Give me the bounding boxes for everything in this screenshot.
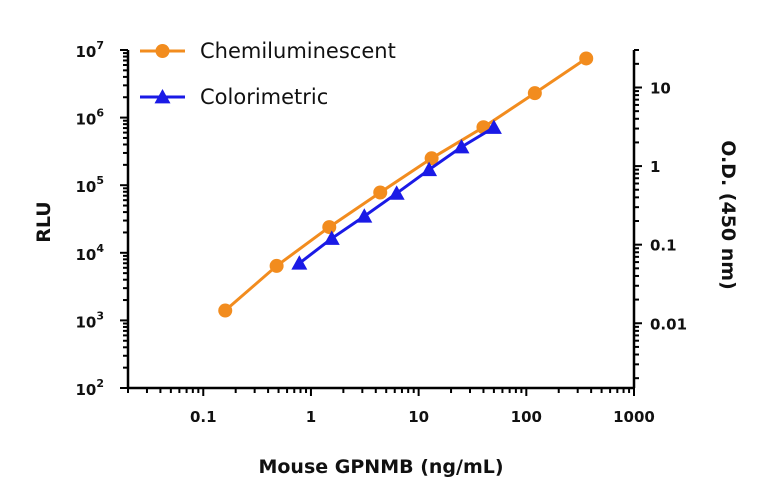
legend-label: Colorimetric (200, 85, 328, 109)
y2-tick-label: 0.1 (650, 237, 677, 255)
data-point-chemiluminescent (269, 258, 284, 273)
y2-tick-label: 0.01 (650, 315, 687, 333)
data-point-chemiluminescent (322, 220, 337, 235)
data-point-chemiluminescent (579, 51, 594, 66)
x-tick-label: 100 (511, 408, 542, 426)
data-point-colorimetric (388, 185, 405, 200)
data-point-colorimetric (485, 119, 502, 134)
data-point-chemiluminescent (218, 303, 233, 318)
series-layer (218, 51, 594, 318)
legend-marker-circle (155, 44, 170, 58)
legend-label: Chemiluminescent (200, 39, 396, 63)
x-tick-label: 1 (306, 408, 316, 426)
y-tick-exponent: 7 (96, 39, 104, 52)
y-tick-label: 107 (75, 39, 104, 61)
data-point-colorimetric (453, 138, 470, 154)
data-point-colorimetric (356, 208, 373, 223)
data-point-chemiluminescent (424, 151, 439, 166)
series-line-chemiluminescent (224, 57, 588, 312)
y-tick-label: 106 (75, 107, 104, 129)
data-point-colorimetric (323, 230, 340, 245)
x-tick-label: 0.1 (190, 408, 217, 426)
y2-axis-title: O.D. (450 nm) (717, 140, 739, 290)
y-tick-exponent: 6 (96, 107, 104, 120)
data-point-colorimetric (291, 255, 308, 270)
y2-tick-label: 1 (650, 158, 660, 176)
data-point-chemiluminescent (373, 185, 388, 200)
y-tick-exponent: 4 (96, 242, 104, 255)
legend: Chemiluminescent Colorimetric (140, 39, 396, 109)
y-tick-exponent: 2 (96, 377, 104, 390)
axes: 0.1 1 10 100 10001021031041051061070.010.111… (75, 39, 687, 426)
y-tick-exponent: 5 (96, 174, 104, 187)
x-axis-title: Mouse GPNMB (ng/mL) (258, 456, 503, 478)
legend-marker-triangle (154, 89, 171, 104)
y-tick-label: 103 (75, 309, 104, 331)
y-tick-exponent: 3 (96, 309, 104, 322)
x-tick-label: 10 (408, 408, 429, 426)
y-axis-title: RLU (33, 201, 55, 243)
x-tick-label: 1000 (613, 408, 655, 426)
data-point-chemiluminescent (527, 86, 542, 101)
y-tick-label: 102 (75, 377, 104, 399)
y2-tick-label: 10 (650, 79, 671, 97)
y-tick-label: 104 (75, 242, 104, 264)
y-tick-label: 105 (75, 174, 104, 196)
data-point-colorimetric (421, 161, 438, 177)
